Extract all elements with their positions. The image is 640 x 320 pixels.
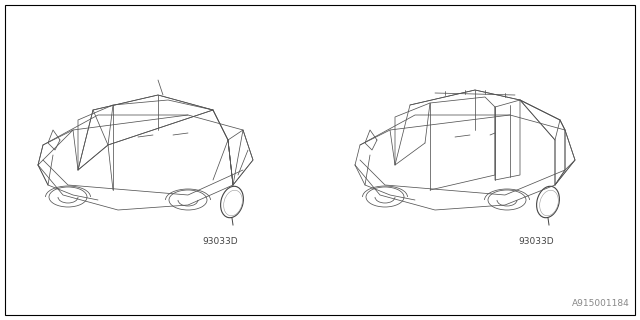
Text: A915001184: A915001184 bbox=[572, 299, 630, 308]
Text: 93033D: 93033D bbox=[202, 237, 238, 246]
Text: 93033D: 93033D bbox=[518, 237, 554, 246]
